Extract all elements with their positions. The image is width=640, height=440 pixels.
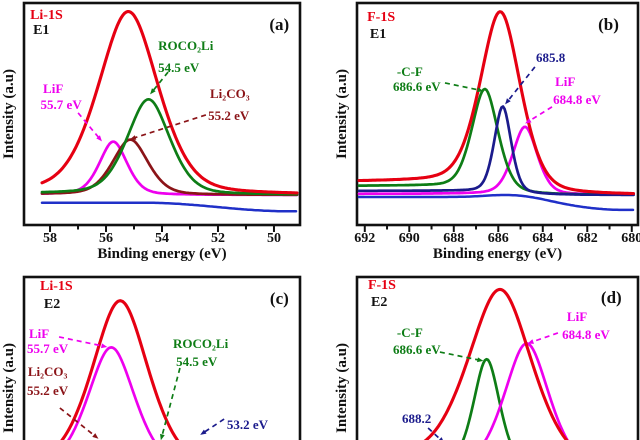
panel-a-tick-label: 58 (43, 231, 58, 246)
panel-a-leader-arrowhead (150, 88, 156, 95)
panel-b-tick-label: 682 (576, 231, 598, 246)
panel-b-peak-annotation: LiF (555, 73, 576, 89)
panel-b-peak-annotation: -C-F (396, 63, 423, 79)
panel-a-peak-annotation: 55.7 eV (40, 97, 82, 113)
panel-a-leader-arrowhead (129, 135, 137, 140)
panel-d-curve-LiF (484, 342, 569, 440)
panel-b-peak-annotation: 684.8 eV (553, 91, 601, 107)
panel-a-curve-background (40, 201, 298, 213)
panel-c-box (22, 275, 302, 440)
panel-a-y-axis-title: Intensity (a.u) (1, 69, 17, 160)
panel-a-peak-annotation: ROCO₂Li (158, 37, 214, 53)
panel-c-peak-annotation: ROCO₂Li (173, 335, 229, 351)
panel-a-tick-label: 52 (210, 231, 225, 246)
panel-b-leader-line (528, 106, 553, 122)
panel-a-curve-envelope (40, 10, 299, 195)
panel-a-tick-label: 50 (266, 231, 281, 246)
panel-d-spectrum-title: F-1S (367, 277, 396, 293)
panel-c-leader-line (59, 407, 96, 437)
panel-a-leader-arrowhead (96, 135, 102, 142)
panel-d-peak-annotation: 688.2 (401, 410, 432, 426)
panel-c-leader-arrowhead (160, 433, 165, 440)
panel-a-curve-Li2CO3 (40, 138, 299, 197)
panel-d-peak-annotation: 684.8 eV (562, 327, 610, 343)
panel-b-leader-line (507, 66, 536, 102)
panel-c-spectrum-title: Li-1S (40, 279, 73, 295)
panel-c-peak-annotation: 55.7 eV (27, 341, 69, 357)
panel-b-curve-peak-685.8 (357, 105, 635, 197)
panel-c-peak-annotation: Li₂CO₃ (27, 363, 68, 379)
panel-a-spectrum-title: Li-1S (30, 7, 63, 23)
panel-a-tick-label: 56 (99, 231, 114, 246)
panel-b-curve-background (357, 193, 635, 212)
panel-c-letter-label: (c) (269, 289, 289, 309)
panel-a-leader-line (152, 71, 169, 92)
panel-d-leader-arrowhead (527, 339, 534, 344)
panel-d-box (355, 275, 640, 440)
panel-a-tick-label: 54 (155, 231, 169, 246)
panel-d-leader-line (439, 351, 480, 361)
panel-b-leader-line (444, 82, 480, 91)
panel-c-leader-arrowhead (200, 429, 207, 435)
panel-c-peak-annotation: 53.2 eV (226, 416, 269, 432)
panel-c-leader-line (161, 367, 181, 437)
panel-c-leader-line (203, 418, 225, 434)
panel-b-letter-label: (b) (598, 15, 619, 35)
panel-a-spectrum-title: E1 (33, 23, 50, 39)
panel-c-leader-arrowhead (92, 433, 99, 439)
panel-c-peak-annotation: 54.5 eV (176, 353, 218, 369)
panel-b-peak-annotation: 685.8 (535, 49, 566, 65)
panel-c-leader-line (58, 336, 104, 347)
panel-c-leader-arrowhead (100, 343, 108, 349)
panel-d-peak-annotation: LiF (566, 309, 588, 325)
panel-c-spectrum-title: E2 (43, 297, 61, 313)
panel-d-peak-annotation: 686.6 eV (392, 341, 441, 357)
panel-b-spectrum-title: E1 (369, 27, 387, 43)
panel-b-tick-label: 680 (621, 231, 640, 246)
panel-b-tick-label: 686 (487, 231, 509, 246)
panel-b-leader-arrowhead (505, 98, 511, 105)
panel-a-leader-line (77, 112, 100, 139)
panel-b-tick-label: 688 (443, 231, 465, 246)
panel-c-peak-annotation: 55.2 eV (27, 383, 69, 398)
panel-d-leader-arrowhead (477, 357, 484, 363)
panel-b-y-axis-title: Intensity (a.u) (334, 69, 350, 160)
panel-a-leader-line (133, 114, 207, 139)
panel-a-curve-ROCO2Li (40, 97, 299, 196)
panel-d-peak-annotation: -C-F (396, 325, 423, 341)
panel-b-spectrum-title: F-1S (367, 9, 396, 25)
panel-a-letter-label: (a) (269, 15, 290, 35)
panel-a-peak-annotation: LiF (43, 81, 64, 97)
panel-c-peak-annotation: LiF (28, 325, 50, 341)
panel-d-leader-arrowhead (438, 437, 443, 440)
panel-c-curve-LiF (66, 346, 156, 440)
panel-b-tick-label: 692 (354, 231, 376, 246)
panel-c-curve-envelope (60, 299, 180, 440)
panel-c-y-axis-title: Intensity (a.u) (1, 343, 17, 434)
panel-d-leader-line (531, 332, 559, 343)
panel-a-peak-annotation: Li₂CO₃ (210, 85, 250, 101)
panel-b-leader-arrowhead (476, 87, 484, 93)
panel-b-curve-envelope (357, 10, 636, 196)
panel-d-curve--C-F (461, 357, 511, 440)
panel-a-peak-annotation: 54.5 eV (158, 60, 200, 76)
panel-d-letter-label: (d) (600, 287, 622, 307)
panel-b-x-axis-title: Binding energy (eV) (432, 246, 563, 262)
panel-d-y-axis-title: Intensity (a.u) (334, 343, 350, 434)
panel-b-leader-arrowhead (525, 118, 532, 124)
panel-a-peak-annotation: 55.2 eV (208, 108, 250, 124)
panel-a-x-axis-title: Binding energy (eV) (97, 246, 227, 262)
panel-b-tick-label: 684 (532, 231, 554, 246)
panel-b-tick-label: 690 (398, 231, 420, 246)
panel-d-spectrum-title: E2 (371, 295, 388, 311)
panel-d-leader-line (427, 427, 442, 440)
panel-b-peak-annotation: 686.6 eV (392, 79, 441, 95)
panel-d-curve-envelope (423, 287, 569, 440)
